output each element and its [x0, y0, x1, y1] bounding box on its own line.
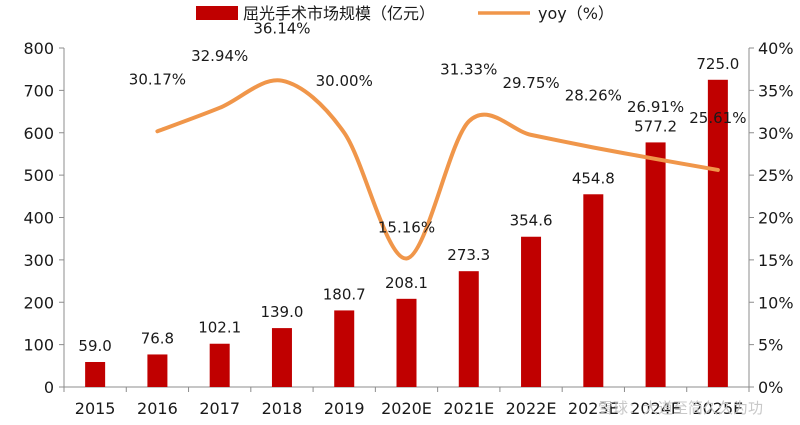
bar [583, 194, 604, 387]
x-tick-label: 2025E [692, 399, 743, 418]
x-tick-label: 2024E [630, 399, 681, 418]
bar [271, 328, 292, 387]
legend-label-bar: 屈光手术市场规模（亿元） [243, 4, 435, 23]
y-left-tick-label: 100 [23, 336, 54, 355]
watermark: 雪球：大道至简久久为功 [598, 399, 763, 417]
y-right-tick-label: 5% [758, 336, 783, 355]
x-tick-label: 2017 [199, 399, 240, 418]
bar-value-label: 454.8 [572, 169, 615, 187]
y-left-tick-label: 700 [23, 81, 54, 100]
bar [645, 142, 666, 387]
yoy-value-label: 25.61% [689, 109, 746, 127]
bar-value-label: 208.1 [385, 274, 428, 292]
legend-label-line: yoy（%） [538, 4, 614, 23]
bar [458, 271, 479, 387]
bar [707, 79, 728, 387]
x-tick-label: 2023E [568, 399, 619, 418]
bar-value-label: 102.1 [198, 319, 241, 337]
bar-value-label: 139.0 [260, 303, 303, 321]
yoy-value-label: 29.75% [502, 74, 559, 92]
y-right-tick-label: 25% [758, 166, 794, 185]
yoy-line [155, 78, 720, 261]
x-tick-label: 2015 [75, 399, 116, 418]
bars: 59.0 76.8 102.1 139.0 180.7 208.1 273.3 354.6 45… [78, 55, 739, 387]
bar [85, 361, 106, 387]
axes: 0 100 200 300 400 500 600 700 800 0% 5% 10% 15% 20% 25… [23, 39, 793, 418]
yoy-value-label: 31.33% [440, 60, 497, 78]
y-right-tick-label: 20% [758, 209, 794, 228]
yoy-value-label: 36.14% [253, 20, 310, 38]
y-right-tick-label: 15% [758, 251, 794, 270]
yoy-value-label: 26.91% [627, 98, 684, 116]
x-tick-label: 2022E [506, 399, 557, 418]
x-tick-label: 2021E [443, 399, 494, 418]
bar [147, 354, 168, 387]
yoy-value-label: 28.26% [565, 86, 622, 104]
bar [334, 310, 355, 387]
x-tick-label: 2019 [324, 399, 365, 418]
bar-value-label: 59.0 [78, 337, 111, 355]
y-left-tick-label: 800 [23, 39, 54, 58]
bar-value-label: 354.6 [510, 212, 553, 230]
x-tick-label: 2016 [137, 399, 178, 418]
y-right-tick-label: 30% [758, 124, 794, 143]
y-left-tick-label: 500 [23, 166, 54, 185]
y-left-tick-label: 300 [23, 251, 54, 270]
yoy-value-label: 30.17% [129, 70, 186, 88]
bar-value-label: 725.0 [696, 55, 739, 73]
y-right-tick-label: 35% [758, 81, 794, 100]
bar [209, 343, 230, 387]
legend: 屈光手术市场规模（亿元） yoy（%） [196, 4, 614, 23]
y-left-tick-label: 400 [23, 209, 54, 228]
bar [396, 298, 417, 387]
y-right-tick-label: 10% [758, 293, 794, 312]
yoy-value-label: 32.94% [191, 47, 248, 65]
y-left-tick-label: 600 [23, 124, 54, 143]
x-tick-label: 2020E [381, 399, 432, 418]
bar-value-label: 76.8 [141, 329, 174, 347]
yoy-value-label: 15.16% [378, 219, 435, 237]
bar-value-label: 273.3 [447, 246, 490, 264]
y-right-tick-label: 0% [758, 378, 783, 397]
y-left-tick-label: 200 [23, 293, 54, 312]
y-left-tick-label: 0 [44, 378, 54, 397]
line-layer: 30.17% 32.94% 36.14% 30.00% 15.16% 31.33% 29.7… [129, 20, 746, 261]
x-tick-label: 2018 [262, 399, 303, 418]
bar [521, 236, 542, 387]
bar-value-label: 577.2 [634, 117, 677, 135]
bar-value-label: 180.7 [323, 285, 366, 303]
yoy-value-label: 30.00% [316, 72, 373, 90]
y-right-tick-label: 40% [758, 39, 794, 58]
legend-swatch-bar [196, 6, 238, 20]
